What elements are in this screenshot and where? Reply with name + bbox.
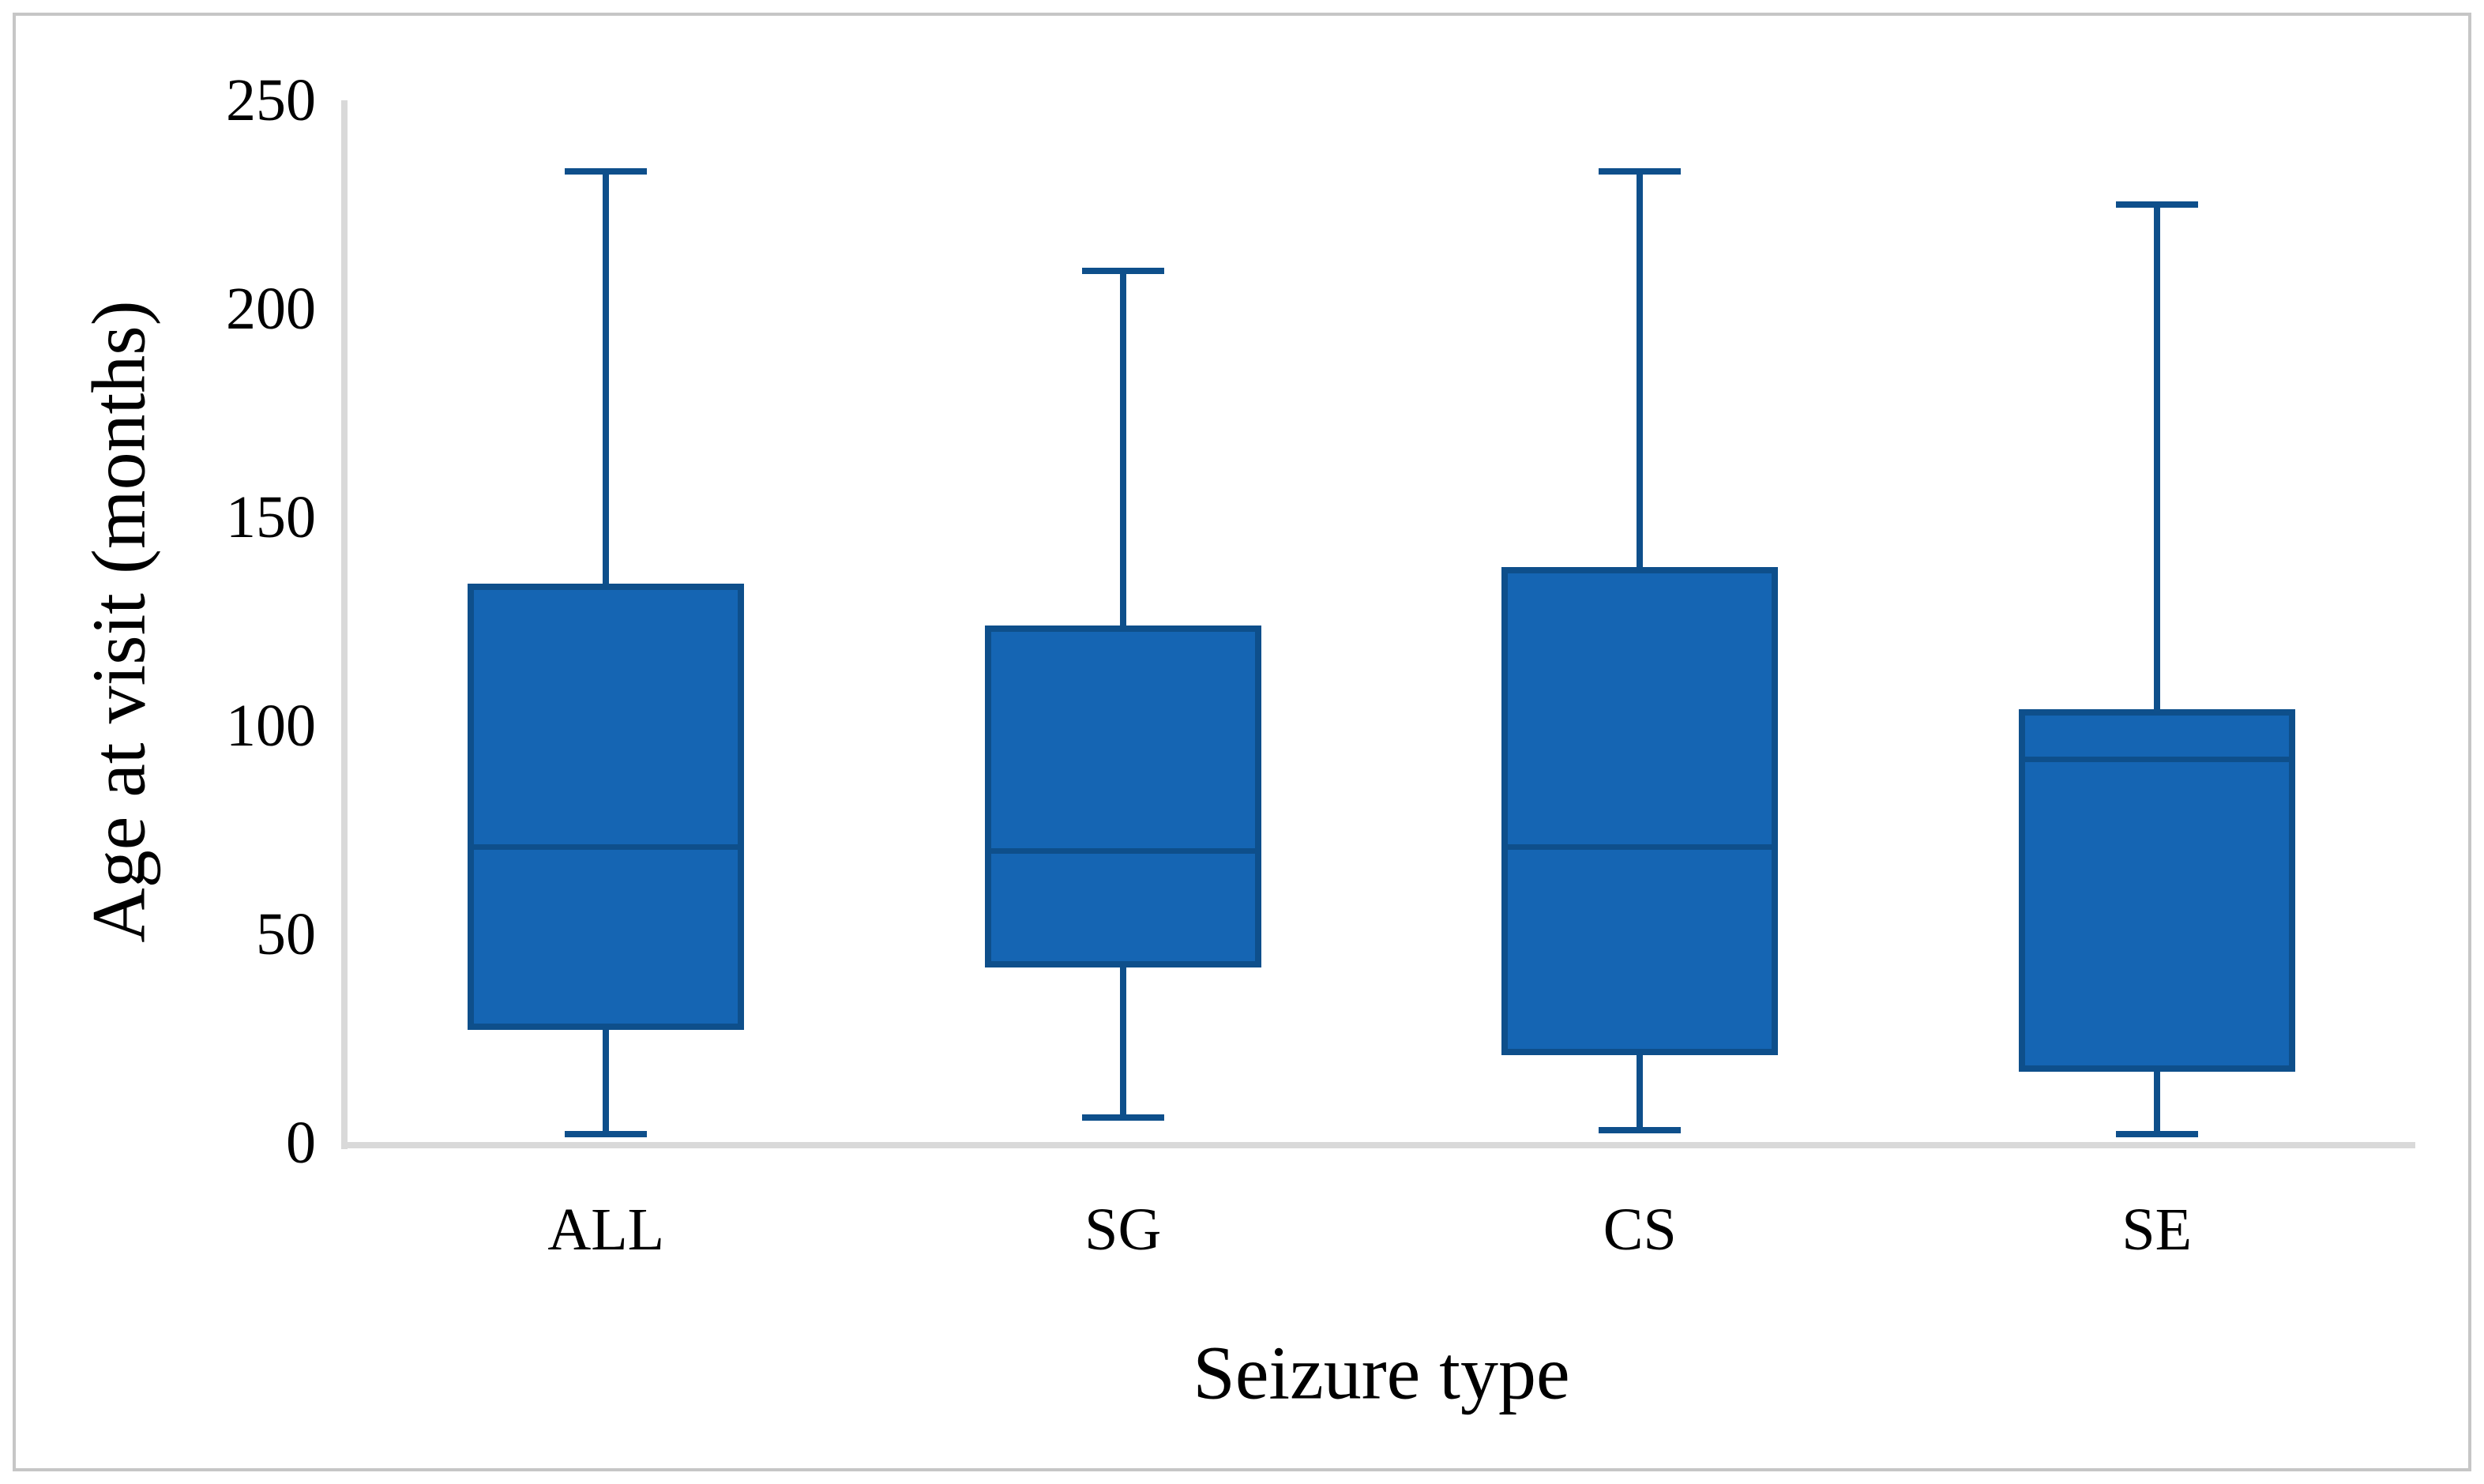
whisker-bottom-cap-SG bbox=[1081, 1114, 1164, 1121]
x-category-label-ALL: ALL bbox=[547, 1197, 665, 1263]
x-category-label-CS: CS bbox=[1603, 1197, 1677, 1263]
whisker-bottom-cap-SE bbox=[2115, 1131, 2198, 1138]
x-category-label-SE: SE bbox=[2121, 1197, 2193, 1263]
y-tick-label-100: 100 bbox=[226, 693, 316, 759]
whisker-bottom-line-CS bbox=[1637, 1055, 1644, 1131]
box-SG bbox=[984, 626, 1261, 968]
box-CS bbox=[1501, 567, 1779, 1056]
y-axis-line bbox=[341, 100, 348, 1149]
whisker-bottom-cap-ALL bbox=[565, 1131, 648, 1138]
y-tick-label-150: 150 bbox=[226, 484, 316, 550]
figure-border bbox=[13, 13, 2471, 1471]
median-line-ALL bbox=[474, 843, 738, 850]
whisker-bottom-line-SG bbox=[1119, 967, 1126, 1118]
whisker-bottom-cap-CS bbox=[1599, 1127, 1682, 1134]
whisker-top-line-SG bbox=[1119, 271, 1126, 626]
x-category-label-SG: SG bbox=[1084, 1197, 1162, 1263]
whisker-top-line-ALL bbox=[603, 171, 610, 584]
y-tick-label-200: 200 bbox=[226, 276, 316, 342]
x-axis-title: Seizure type bbox=[1193, 1330, 1570, 1415]
y-axis-title: Age at visit (months) bbox=[76, 300, 161, 943]
median-line-SE bbox=[2024, 756, 2289, 762]
whisker-bottom-line-ALL bbox=[603, 1030, 610, 1135]
y-tick-label-0: 0 bbox=[286, 1110, 316, 1176]
whisker-bottom-line-SE bbox=[2153, 1072, 2160, 1135]
y-tick-label-250: 250 bbox=[226, 67, 316, 133]
box-SE bbox=[2018, 708, 2295, 1073]
whisker-top-line-CS bbox=[1637, 171, 1644, 568]
y-tick-label-50: 50 bbox=[256, 901, 316, 967]
x-axis-line bbox=[341, 1142, 2415, 1148]
median-line-CS bbox=[1508, 843, 1772, 850]
median-line-SG bbox=[990, 847, 1255, 854]
box-ALL bbox=[468, 584, 745, 1031]
whisker-top-line-SE bbox=[2153, 205, 2160, 709]
